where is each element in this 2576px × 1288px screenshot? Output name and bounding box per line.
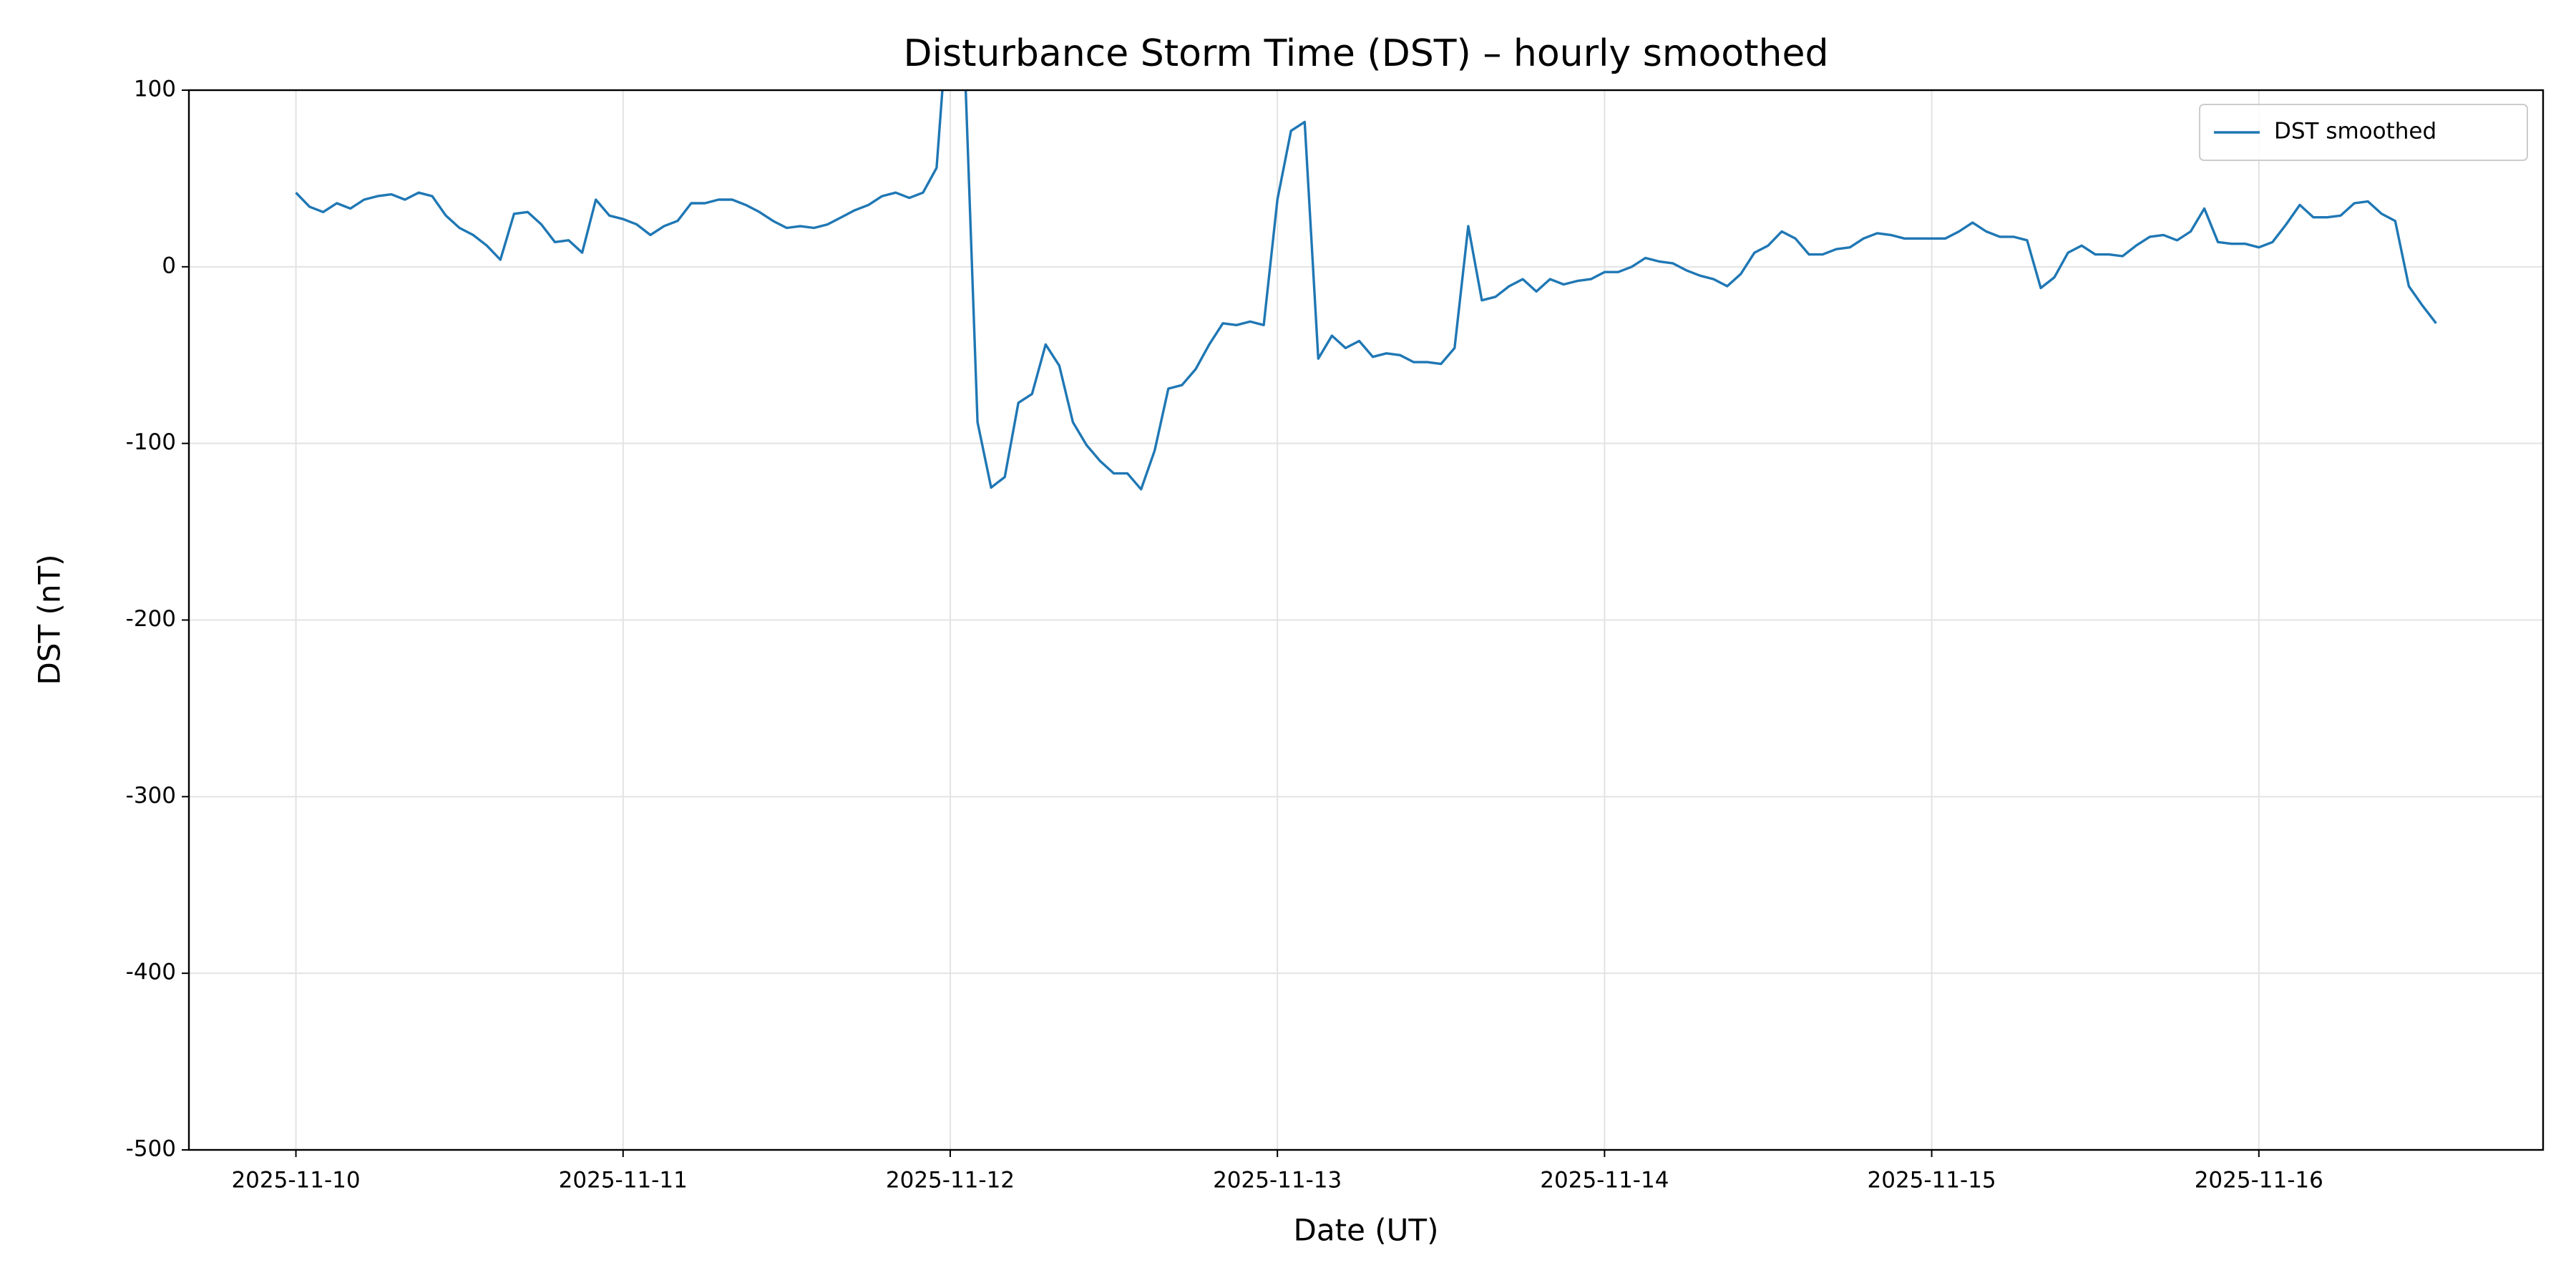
plot-frame <box>187 89 2545 1151</box>
legend-box <box>2199 104 2528 161</box>
data-line <box>295 90 2437 491</box>
y-tick-label: 100 <box>134 77 176 102</box>
legend-label: DST smoothed <box>2274 119 2436 145</box>
x-tick-label: 2025-11-14 <box>1540 1168 1669 1194</box>
x-axis-label: Date (UT) <box>1294 1213 1439 1248</box>
x-tick-label: 2025-11-15 <box>1868 1168 1996 1194</box>
y-tick-label: 0 <box>162 253 176 278</box>
x-tick-label: 2025-11-11 <box>559 1168 688 1194</box>
chart-title: Disturbance Storm Time (DST) – hourly sm… <box>904 32 1829 75</box>
y-tick-label: -400 <box>126 960 176 985</box>
y-tick-label: -200 <box>126 606 176 632</box>
y-tick-label: -500 <box>126 1136 176 1162</box>
y-axis-label: DST (nT) <box>32 554 67 685</box>
x-tick-label: 2025-11-13 <box>1213 1168 1342 1194</box>
x-tick-label: 2025-11-10 <box>231 1168 360 1194</box>
y-tick-label: -300 <box>126 783 176 809</box>
x-tick-label: 2025-11-12 <box>886 1168 1015 1194</box>
y-tick-label: -100 <box>126 429 176 455</box>
x-tick-label: 2025-11-16 <box>2195 1168 2323 1194</box>
